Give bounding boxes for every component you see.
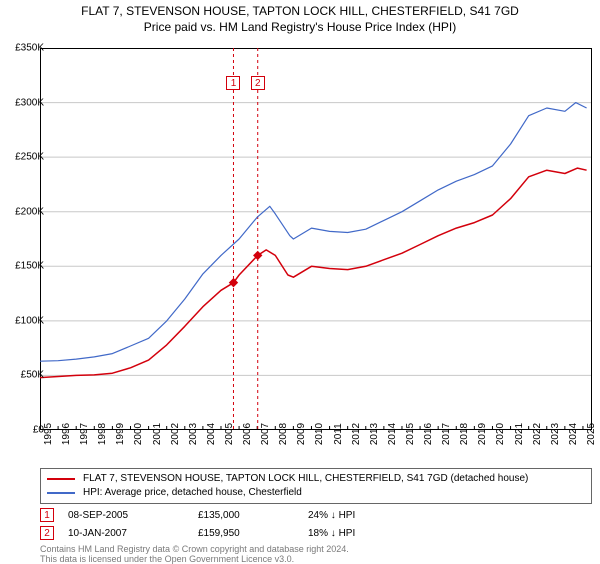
- x-tick-label: 2020: [495, 423, 506, 445]
- x-tick-label: 2003: [188, 423, 199, 445]
- legend-swatch-hpi: [47, 492, 75, 494]
- legend: FLAT 7, STEVENSON HOUSE, TAPTON LOCK HIL…: [40, 468, 592, 504]
- y-tick-label: £250K: [15, 152, 44, 163]
- y-tick-label: £300K: [15, 97, 44, 108]
- x-tick-label: 2024: [568, 423, 579, 445]
- x-tick-label: 2008: [278, 423, 289, 445]
- y-tick-label: £200K: [15, 206, 44, 217]
- x-tick-label: 1998: [97, 423, 108, 445]
- sale-marker-badge: 2: [251, 76, 265, 90]
- legend-label-property: FLAT 7, STEVENSON HOUSE, TAPTON LOCK HIL…: [83, 472, 528, 486]
- sale-marker-2: 2: [40, 526, 54, 540]
- legend-row: HPI: Average price, detached house, Ches…: [47, 486, 585, 500]
- x-tick-label: 2012: [351, 423, 362, 445]
- x-tick-label: 2014: [387, 423, 398, 445]
- x-tick-label: 2001: [152, 423, 163, 445]
- plot-svg: [40, 48, 592, 430]
- chart-container: { "title": "FLAT 7, STEVENSON HOUSE, TAP…: [0, 4, 600, 564]
- chart-subtitle: Price paid vs. HM Land Registry's House …: [0, 20, 600, 34]
- x-tick-label: 2015: [405, 423, 416, 445]
- x-tick-label: 2004: [206, 423, 217, 445]
- footer-line1: Contains HM Land Registry data © Crown c…: [40, 544, 349, 554]
- sale-delta: 24% ↓ HPI: [308, 510, 592, 521]
- x-tick-label: 2018: [459, 423, 470, 445]
- sale-delta: 18% ↓ HPI: [308, 528, 592, 539]
- sale-price: £159,950: [198, 528, 308, 539]
- x-tick-label: 1997: [79, 423, 90, 445]
- x-tick-label: 2022: [532, 423, 543, 445]
- x-tick-label: 2005: [224, 423, 235, 445]
- x-tick-label: 2016: [423, 423, 434, 445]
- legend-row: FLAT 7, STEVENSON HOUSE, TAPTON LOCK HIL…: [47, 472, 585, 486]
- chart-title: FLAT 7, STEVENSON HOUSE, TAPTON LOCK HIL…: [0, 4, 600, 18]
- legend-label-hpi: HPI: Average price, detached house, Ches…: [83, 486, 302, 500]
- sale-date: 10-JAN-2007: [68, 528, 198, 539]
- y-tick-label: £100K: [15, 315, 44, 326]
- y-tick-label: £150K: [15, 261, 44, 272]
- y-tick-label: £50K: [21, 370, 44, 381]
- sale-date: 08-SEP-2005: [68, 510, 198, 521]
- x-tick-label: 2019: [477, 423, 488, 445]
- x-tick-label: 2010: [314, 423, 325, 445]
- footer-line2: This data is licensed under the Open Gov…: [40, 554, 349, 564]
- x-tick-label: 1995: [43, 423, 54, 445]
- x-tick-label: 2007: [260, 423, 271, 445]
- x-tick-label: 2021: [514, 423, 525, 445]
- x-tick-label: 2009: [296, 423, 307, 445]
- sale-marker-1: 1: [40, 508, 54, 522]
- sale-marker-badge: 1: [226, 76, 240, 90]
- x-tick-label: 2006: [242, 423, 253, 445]
- x-tick-label: 1999: [115, 423, 126, 445]
- sale-row: 2 10-JAN-2007 £159,950 18% ↓ HPI: [40, 524, 592, 542]
- sale-price: £135,000: [198, 510, 308, 521]
- y-tick-label: £350K: [15, 43, 44, 54]
- x-tick-label: 2013: [369, 423, 380, 445]
- x-tick-label: 2025: [586, 423, 597, 445]
- legend-swatch-property: [47, 478, 75, 480]
- x-tick-label: 2023: [550, 423, 561, 445]
- x-tick-label: 1996: [61, 423, 72, 445]
- plot-area: [40, 48, 592, 430]
- x-tick-label: 2017: [441, 423, 452, 445]
- sale-row: 1 08-SEP-2005 £135,000 24% ↓ HPI: [40, 506, 592, 524]
- x-tick-label: 2011: [333, 423, 344, 445]
- x-tick-label: 2002: [170, 423, 181, 445]
- footer-attribution: Contains HM Land Registry data © Crown c…: [40, 544, 349, 564]
- x-tick-label: 2000: [133, 423, 144, 445]
- sales-table: 1 08-SEP-2005 £135,000 24% ↓ HPI 2 10-JA…: [40, 506, 592, 542]
